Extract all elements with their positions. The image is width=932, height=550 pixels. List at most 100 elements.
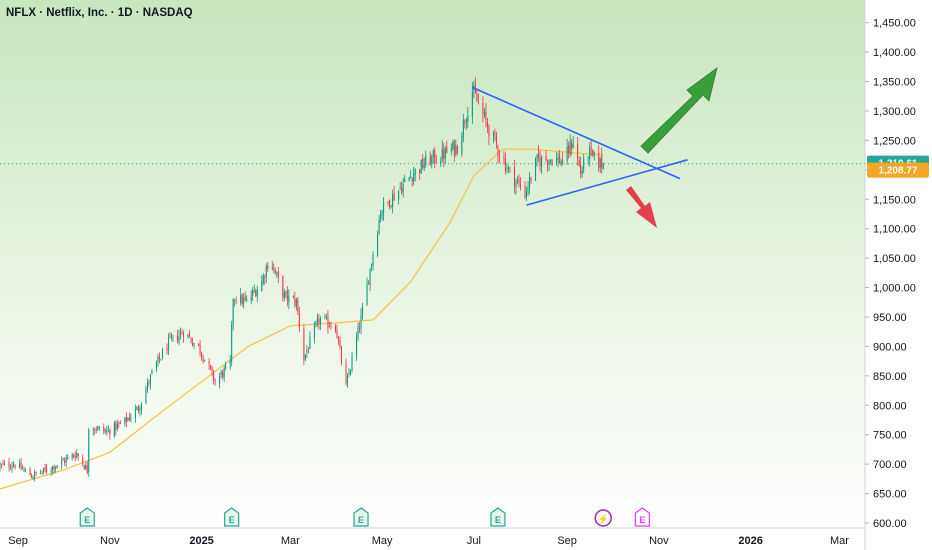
candle xyxy=(98,425,100,431)
event-marker-earnings-upcoming[interactable]: E xyxy=(634,507,650,527)
candle xyxy=(577,136,579,166)
candle xyxy=(357,322,359,342)
candle xyxy=(32,475,34,480)
candle xyxy=(477,93,479,105)
candle xyxy=(444,145,446,165)
time-tick-label: Mar xyxy=(830,535,849,547)
price-tick-label: 1,000.00 xyxy=(873,283,916,295)
plot-background xyxy=(0,0,865,528)
candle xyxy=(146,378,148,393)
candle xyxy=(453,139,455,163)
arrow-down-icon[interactable] xyxy=(626,186,657,228)
candle xyxy=(294,291,296,308)
event-marker-earnings[interactable]: E xyxy=(224,507,240,527)
candle xyxy=(137,404,139,414)
candle xyxy=(116,419,118,432)
candle xyxy=(404,174,406,183)
candle xyxy=(476,88,478,102)
candle xyxy=(383,197,385,221)
candle xyxy=(77,452,79,461)
candle xyxy=(187,333,189,339)
candle xyxy=(369,267,371,292)
candle xyxy=(360,308,362,335)
candle xyxy=(440,156,442,167)
time-axis-background xyxy=(0,528,932,550)
candle xyxy=(62,457,64,461)
candle xyxy=(35,471,37,476)
candle xyxy=(356,332,358,362)
candle xyxy=(580,156,582,179)
candle xyxy=(456,144,458,156)
candle xyxy=(390,205,392,209)
candle xyxy=(336,324,338,339)
price-tick-label: 750.00 xyxy=(873,430,907,442)
trendline[interactable] xyxy=(526,159,688,206)
candle xyxy=(557,152,559,168)
candle xyxy=(125,412,127,428)
price-tick-label: 1,050.00 xyxy=(873,253,916,265)
candle xyxy=(495,131,497,149)
candle xyxy=(183,330,185,344)
candle xyxy=(265,263,267,283)
candle xyxy=(432,148,434,164)
candle xyxy=(306,344,308,358)
price-tick-label: 850.00 xyxy=(873,371,907,383)
candle xyxy=(118,421,120,428)
candle xyxy=(516,176,519,185)
candle xyxy=(157,353,159,367)
candle xyxy=(160,358,162,361)
time-tick-label: 2026 xyxy=(738,535,762,547)
candle xyxy=(204,359,206,362)
trendline[interactable] xyxy=(472,86,681,180)
candle xyxy=(327,310,329,334)
candle xyxy=(304,354,306,362)
candle xyxy=(179,327,182,340)
event-marker-earnings[interactable]: E xyxy=(353,507,369,527)
candle xyxy=(262,273,264,286)
time-axis[interactable]: Sep Nov 2025 Mar May Jul Sep Nov 2026 Mar xyxy=(8,535,849,547)
candle xyxy=(497,144,499,164)
candle xyxy=(214,378,216,386)
candle xyxy=(92,426,94,436)
candle xyxy=(318,313,320,330)
candle xyxy=(94,427,96,435)
candle xyxy=(3,459,6,466)
candle xyxy=(464,119,466,129)
candle xyxy=(486,118,488,133)
candle xyxy=(166,343,168,355)
candle xyxy=(223,365,225,382)
price-tick-label: 1,400.00 xyxy=(873,47,916,59)
event-marker-earnings[interactable]: E xyxy=(490,507,506,527)
candle xyxy=(2,459,4,466)
candle xyxy=(413,166,415,186)
candle xyxy=(286,286,288,307)
candle xyxy=(282,275,284,302)
candle xyxy=(589,142,591,167)
candle xyxy=(339,335,341,350)
candle xyxy=(309,331,311,350)
event-marker-earnings[interactable]: E xyxy=(79,507,95,527)
candle xyxy=(340,345,343,366)
arrow-up-icon[interactable] xyxy=(640,67,718,154)
candle xyxy=(590,140,592,157)
candle xyxy=(52,465,54,475)
candle xyxy=(292,295,294,299)
candle xyxy=(443,143,445,168)
event-marker-dividend-split[interactable]: ⚡ xyxy=(594,509,612,527)
candle xyxy=(181,328,183,335)
price-tick-label: 800.00 xyxy=(873,400,907,412)
candle xyxy=(14,463,16,470)
price-axis-label: 1,208.77 xyxy=(867,162,929,178)
candle xyxy=(170,332,173,341)
candle xyxy=(519,177,522,191)
candle xyxy=(482,96,484,123)
candle xyxy=(545,150,547,162)
candle xyxy=(95,426,97,434)
candle xyxy=(85,461,87,471)
candle xyxy=(193,342,195,350)
candle xyxy=(83,464,85,470)
candle xyxy=(362,302,364,320)
candle xyxy=(23,466,25,473)
candle xyxy=(192,337,194,347)
